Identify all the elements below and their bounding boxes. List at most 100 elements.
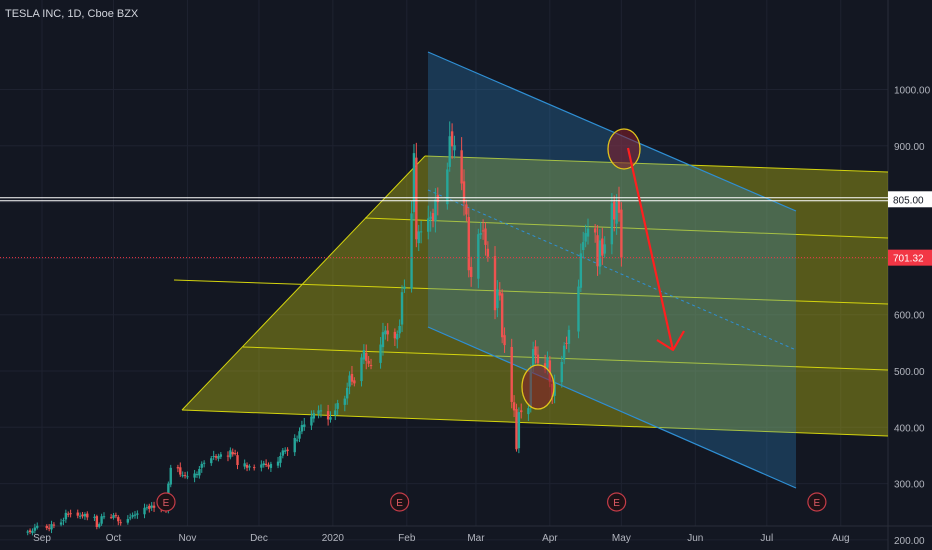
candle-body — [269, 463, 273, 468]
x-tick-label: Apr — [542, 533, 558, 544]
candle-body — [579, 253, 583, 288]
candle-body — [434, 199, 437, 222]
candle-body — [33, 527, 37, 531]
candle-body — [31, 530, 34, 534]
time-axis[interactable]: Sep Oct Nov Dec 2020 Feb Mar Apr May Jun Jul Aug — [33, 533, 850, 544]
candle-body — [86, 513, 89, 518]
candle-body — [386, 330, 389, 335]
candle-body — [83, 514, 87, 517]
candle-body — [546, 357, 549, 368]
pitchfork-level-line — [242, 346, 889, 371]
candle-body — [415, 157, 418, 240]
candle-body — [133, 514, 137, 516]
x-tick-label: May — [612, 533, 631, 544]
y-tick-label: 200.00 — [894, 536, 925, 547]
candle-body — [281, 450, 285, 456]
drawings-front — [0, 128, 888, 410]
candle-body — [245, 464, 249, 468]
earnings-marker-label: E — [396, 498, 403, 509]
candle-body — [593, 228, 597, 233]
candle-body — [236, 455, 239, 466]
candle-body — [298, 431, 301, 439]
candle-body — [453, 145, 456, 151]
candle-body — [217, 456, 220, 459]
pitchfork-upper-line — [424, 155, 889, 173]
candle-body — [200, 463, 203, 468]
candle-body — [384, 330, 387, 335]
drawings-back — [173, 51, 889, 489]
price-axis[interactable]: 1000.00900.00800.00700.00600.00500.00400… — [888, 86, 932, 547]
earnings-marker-circle — [390, 492, 410, 512]
candle-body — [419, 231, 423, 233]
candle-body — [350, 373, 354, 382]
last-price-tag: 701.32 — [893, 254, 924, 265]
candle-body — [460, 150, 463, 184]
candle-body — [496, 289, 499, 309]
candle-body — [360, 357, 363, 382]
candle-body — [379, 344, 382, 363]
candle-body — [503, 335, 506, 346]
y-tick-label: 1000.00 — [894, 86, 931, 97]
candle-body — [69, 513, 72, 515]
channel-lower-line — [427, 326, 797, 489]
candle-body — [417, 231, 420, 244]
candle-body — [260, 464, 263, 468]
candle-body — [231, 452, 234, 455]
candle-body — [45, 525, 48, 529]
candle-body — [548, 360, 552, 382]
candle-body — [584, 233, 587, 242]
candle-body — [62, 520, 65, 522]
candle-body — [226, 455, 230, 457]
candle-body — [486, 248, 490, 257]
candle-body — [400, 292, 404, 325]
x-tick-label: Feb — [398, 533, 416, 544]
x-tick-label: Aug — [832, 533, 850, 544]
pitchfork-level-line — [173, 279, 889, 305]
candle-body — [248, 466, 251, 468]
candle-body — [365, 352, 368, 361]
candle-body — [610, 203, 614, 245]
candle-body — [353, 380, 356, 384]
y-tick-label: 500.00 — [894, 367, 925, 378]
candle-body — [152, 505, 156, 508]
candle-body — [183, 475, 187, 477]
candles — [26, 121, 623, 536]
candle-body — [481, 230, 485, 232]
candle-body — [317, 410, 320, 414]
channel-upper-line — [427, 51, 797, 212]
candle-body — [345, 387, 349, 399]
candle-body — [596, 235, 599, 267]
candle-body — [531, 349, 535, 367]
candle-body — [293, 437, 296, 453]
candle-body — [50, 524, 53, 530]
candle-body — [219, 454, 223, 457]
candle-body — [500, 293, 504, 338]
x-tick-label: Jun — [687, 533, 703, 544]
candle-body — [112, 515, 115, 518]
candle-body — [562, 345, 566, 360]
candle-body — [510, 346, 513, 402]
highlight-circle-high — [607, 128, 641, 170]
candle-body — [150, 505, 153, 508]
candle-body — [102, 516, 106, 518]
candle-body — [67, 513, 70, 515]
candle-body — [617, 200, 621, 213]
candle-body — [233, 453, 237, 455]
candle-body — [427, 218, 430, 232]
candle-body — [98, 524, 101, 527]
pitchfork-level-line — [364, 217, 889, 239]
pitchfork-handle — [181, 155, 426, 411]
candle-body — [179, 467, 182, 475]
candle-body — [243, 463, 246, 467]
price-tag-box — [888, 191, 932, 208]
candle-body — [114, 515, 118, 517]
candle-body — [295, 439, 299, 441]
candle-body — [312, 413, 316, 419]
candle-body — [181, 475, 184, 477]
x-tick-label: Dec — [250, 533, 268, 544]
candle-body — [601, 238, 604, 256]
candle-body — [369, 365, 373, 367]
y-tick-label: 300.00 — [894, 480, 925, 491]
